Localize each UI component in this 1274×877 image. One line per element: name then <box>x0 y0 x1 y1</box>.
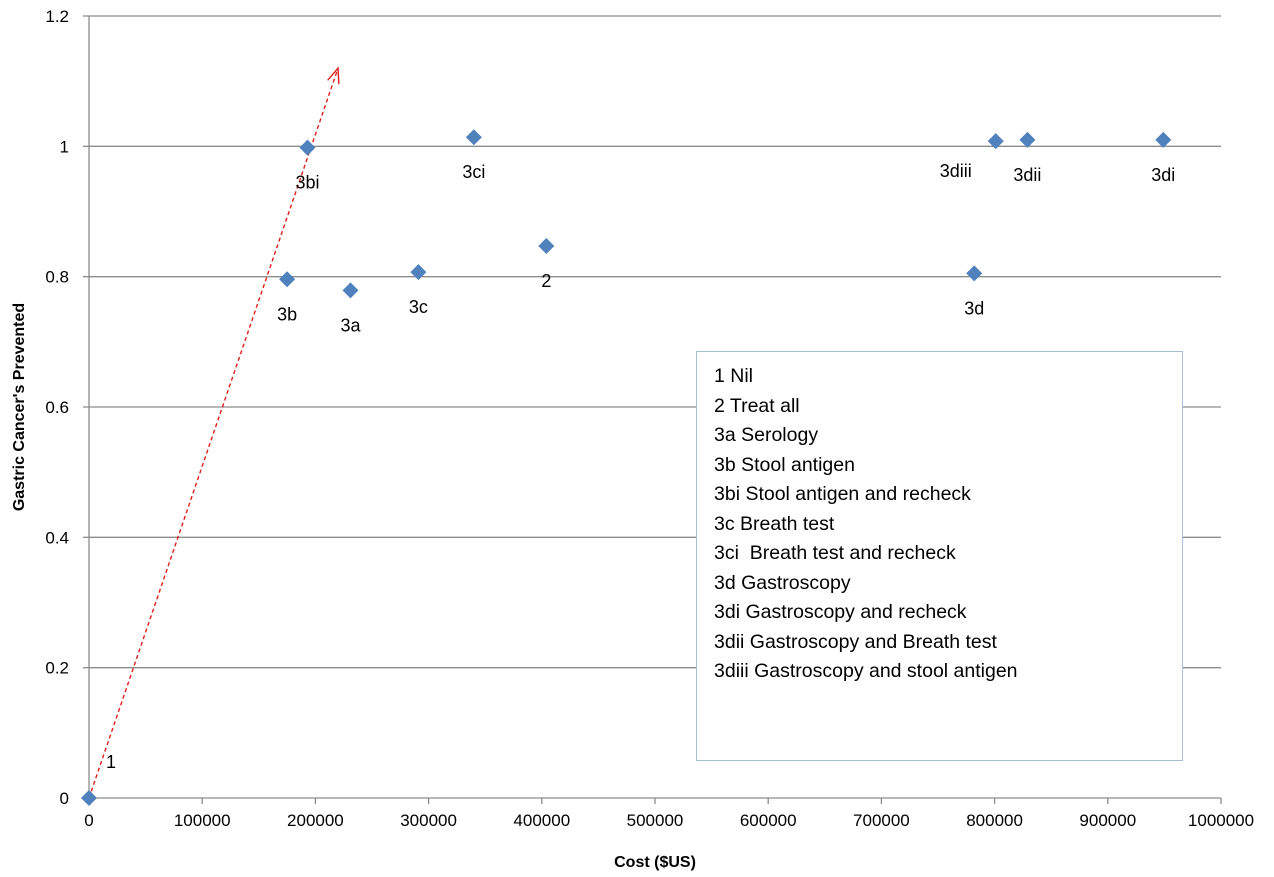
x-tick-label: 700000 <box>853 811 910 830</box>
label-3diii: 3diii <box>940 161 972 181</box>
x-tick-label: 900000 <box>1079 811 1136 830</box>
axes <box>83 15 1222 804</box>
label-3a: 3a <box>340 315 361 335</box>
marker-1 <box>81 790 97 806</box>
y-tick-labels: 0 0.2 0.4 0.6 0.8 1 1.2 <box>45 7 69 808</box>
y-tick-label: 0.4 <box>45 528 69 547</box>
y-axis-title: Gastric Cancer's Prevented <box>11 303 28 511</box>
y-tick-label: 0.2 <box>45 659 69 678</box>
label-3c: 3c <box>409 297 428 317</box>
label-2: 2 <box>541 271 551 291</box>
legend-item: 3diii Gastroscopy and stool antigen <box>714 660 1018 682</box>
marker-3diii <box>987 133 1004 150</box>
x-tick-label: 600000 <box>740 811 797 830</box>
y-tick-label: 0.8 <box>45 268 69 287</box>
label-3dii: 3dii <box>1013 165 1041 185</box>
x-tick-label: 300000 <box>400 811 457 830</box>
marker-2 <box>538 238 555 255</box>
x-tick-label: 200000 <box>287 811 344 830</box>
x-tick-label: 0 <box>84 811 93 830</box>
data-points <box>81 129 1172 806</box>
y-tick-label: 1.2 <box>45 7 69 26</box>
legend-item: 3b Stool antigen <box>714 453 855 476</box>
arrow-head <box>327 66 340 85</box>
marker-3c <box>410 264 427 281</box>
y-tick-label: 0.6 <box>45 398 69 417</box>
legend-item: 3dii Gastroscopy and Breath test <box>714 630 997 653</box>
marker-3dii <box>1019 131 1036 148</box>
legend: 1 Nil 2 Treat all 3a Serology 3b Stool anti… <box>696 351 1183 761</box>
marker-3bi <box>299 139 316 156</box>
label-3di: 3di <box>1151 165 1175 185</box>
label-1: 1 <box>106 752 116 772</box>
label-3b: 3b <box>277 304 297 324</box>
legend-item: 3c Breath test <box>714 512 835 535</box>
x-tick-label: 500000 <box>627 811 684 830</box>
label-3d: 3d <box>964 298 984 318</box>
legend-item: 3bi Stool antigen and recheck <box>714 483 971 505</box>
legend-item: 1 Nil <box>714 365 754 387</box>
legend-item: 3a Serology <box>714 424 819 446</box>
trend-arrow <box>88 66 340 799</box>
marker-3ci <box>465 129 482 146</box>
arrow-line <box>88 67 339 799</box>
legend-item: 2 Treat all <box>714 394 800 417</box>
marker-3b <box>279 271 296 288</box>
y-tick-label: 0 <box>60 789 69 808</box>
y-tick-label: 1 <box>60 137 69 156</box>
label-3ci: 3ci <box>462 162 485 182</box>
label-3bi: 3bi <box>295 173 319 193</box>
x-tick-label: 800000 <box>966 811 1023 830</box>
legend-item: 3di Gastroscopy and recheck <box>714 601 967 623</box>
legend-item: 3d Gastroscopy <box>714 571 851 594</box>
marker-3di <box>1155 131 1172 148</box>
x-tick-label: 100000 <box>174 811 231 830</box>
x-axis-title: Cost ($US) <box>614 854 696 871</box>
x-tick-label: 1000000 <box>1188 811 1254 830</box>
marker-3d <box>966 265 983 282</box>
legend-item: 3ci Breath test and recheck <box>714 542 956 564</box>
x-tick-label: 400000 <box>513 811 570 830</box>
marker-3a <box>342 282 359 299</box>
point-labels: 1 3b 3bi 3a 3c 3ci 2 3d 3diii 3dii 3di <box>106 161 1175 772</box>
x-tick-labels: 0 100000 200000 300000 400000 500000 600000 700… <box>84 811 1254 830</box>
